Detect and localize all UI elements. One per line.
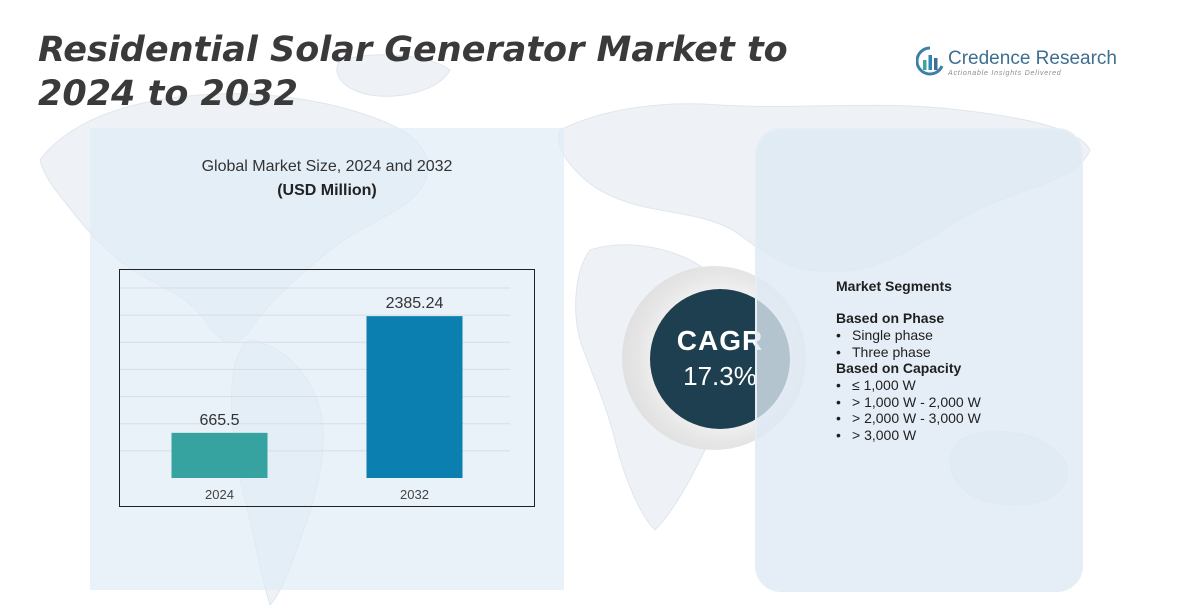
- segments-title: Market Segments: [836, 278, 952, 294]
- value-label-2032: 2385.24: [386, 295, 444, 312]
- cagr-label: CAGR: [676, 325, 764, 356]
- chart-unit: (USD Million): [277, 182, 377, 199]
- segment-item: Three phase: [836, 344, 981, 361]
- segment-heading-phase: Based on Phase: [836, 310, 945, 326]
- bar-chart-frame: 665.5 2385.24 2024 2032: [119, 269, 535, 507]
- segment-heading-capacity: Based on Capacity: [836, 360, 962, 376]
- segment-item: ≤ 1,000 W: [836, 377, 981, 394]
- credence-logo-icon: [916, 46, 944, 76]
- chart-bars: [171, 316, 463, 478]
- x-label-2032: 2032: [400, 487, 429, 502]
- logo-tagline: Actionable Insights Delivered: [948, 70, 1062, 77]
- brand-logo: Credence Research Actionable Insights De…: [916, 46, 1117, 80]
- bar-chart: 665.5 2385.24 2024 2032: [120, 287, 510, 502]
- logo-name: Credence Research: [948, 48, 1117, 69]
- chart-title: Global Market Size, 2024 and 2032: [201, 158, 453, 175]
- bar-2032: [366, 316, 463, 478]
- segment-list-phase: Single phase Three phase: [836, 327, 981, 360]
- value-label-2024: 665.5: [199, 412, 239, 429]
- segment-item: > 2,000 W - 3,000 W: [836, 410, 981, 427]
- chart-x-labels: 2024 2032: [205, 487, 429, 502]
- segments-panel: [755, 128, 1083, 592]
- page-title: Residential Solar Generator Market to 20…: [38, 30, 788, 114]
- chart-value-labels: 665.5 2385.24: [199, 295, 443, 429]
- segment-item: > 1,000 W - 2,000 W: [836, 394, 981, 411]
- cagr-value: 17.3%: [683, 361, 757, 391]
- segment-item: Single phase: [836, 327, 981, 344]
- segment-item: > 3,000 W: [836, 427, 981, 444]
- market-segments: Market Segments Based on Phase Single ph…: [836, 278, 981, 443]
- bar-2024: [171, 432, 268, 478]
- x-label-2024: 2024: [205, 487, 234, 502]
- market-size-panel: Global Market Size, 2024 and 2032 (USD M…: [90, 128, 564, 590]
- segment-list-capacity: ≤ 1,000 W > 1,000 W - 2,000 W > 2,000 W …: [836, 377, 981, 443]
